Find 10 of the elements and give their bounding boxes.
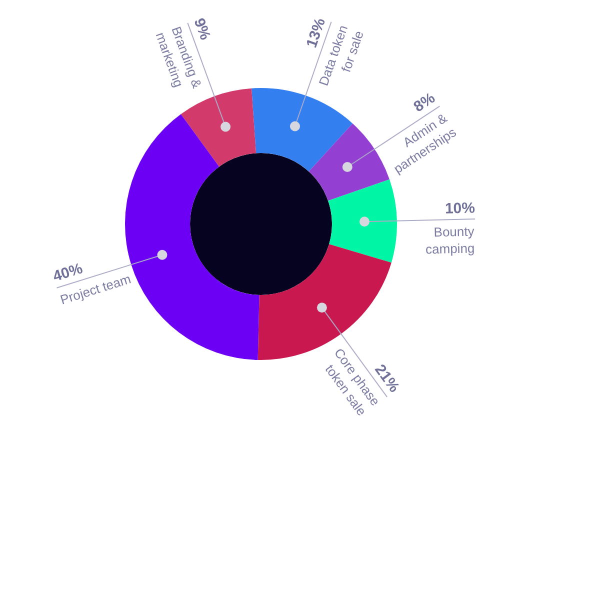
data-label: 10% — [444, 200, 476, 218]
data-label: 13% — [303, 16, 330, 50]
donut-slice — [328, 179, 397, 263]
slice-label: Bounty camping — [425, 224, 475, 257]
donut-slice — [252, 88, 353, 172]
donut-slice — [180, 88, 256, 167]
data-label: 9% — [190, 16, 214, 42]
donut-slice — [308, 123, 390, 201]
data-label: 8% — [410, 90, 438, 116]
data-label: 40% — [50, 260, 85, 286]
